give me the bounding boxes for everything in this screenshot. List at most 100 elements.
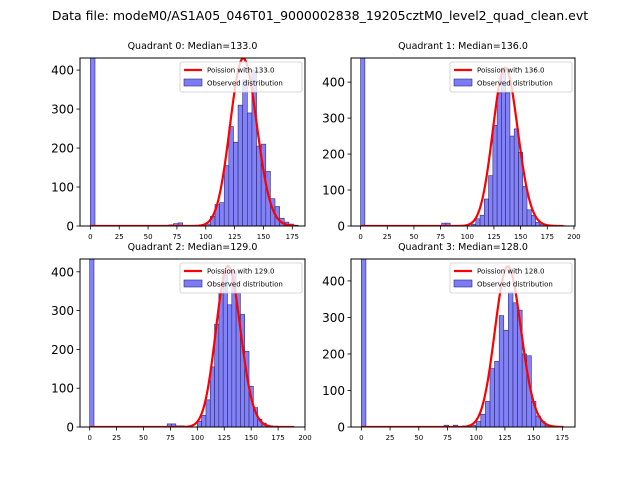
x-tick-label: 0 — [358, 233, 362, 241]
x-tick-label: 100 — [191, 434, 204, 442]
x-tick-label: 50 — [414, 434, 423, 442]
x-tick-label: 75 — [166, 434, 175, 442]
histogram-bar — [499, 316, 504, 427]
x-tick-label: 200 — [298, 434, 311, 442]
subplot-title: Quadrant 3: Median=128.0 — [398, 242, 528, 253]
y-tick-label: 300 — [322, 112, 345, 126]
histogram-bar — [485, 401, 490, 427]
histogram-bar — [484, 199, 488, 226]
x-tick-label: 175 — [286, 233, 299, 241]
x-tick-label: 175 — [541, 233, 554, 241]
histogram-bar — [523, 186, 527, 226]
y-tick-label: 400 — [322, 274, 345, 288]
x-tick-label: 75 — [172, 233, 181, 241]
x-tick-label: 0 — [88, 233, 92, 241]
legend-line-label: Poission with 128.0 — [477, 268, 545, 276]
y-tick-label: 0 — [66, 421, 74, 435]
legend-line-label: Poission with 136.0 — [477, 67, 545, 75]
histogram-bar — [481, 414, 486, 427]
x-tick-label: 25 — [115, 233, 124, 241]
y-tick-label: 300 — [51, 103, 74, 117]
histogram-bar — [508, 292, 513, 427]
histogram-bar — [223, 272, 227, 427]
x-tick-label: 0 — [87, 434, 91, 442]
x-tick-label: 0 — [359, 434, 363, 442]
histogram-bar — [361, 259, 366, 427]
subplot-title: Quadrant 1: Median=136.0 — [398, 41, 528, 52]
subplot-title: Quadrant 2: Median=129.0 — [128, 242, 258, 253]
legend-bar-swatch — [184, 280, 202, 287]
x-tick-label: 75 — [436, 233, 445, 241]
x-tick-label: 125 — [228, 233, 241, 241]
x-tick-label: 25 — [386, 434, 395, 442]
legend-bar-label: Observed distribution — [477, 281, 553, 289]
histogram-bar — [480, 215, 484, 226]
y-tick-label: 300 — [322, 311, 345, 325]
y-tick-label: 200 — [322, 148, 345, 162]
x-tick-label: 50 — [409, 233, 418, 241]
y-tick-label: 400 — [51, 265, 74, 279]
y-tick-label: 0 — [337, 421, 345, 435]
x-tick-label: 200 — [567, 233, 580, 241]
histogram-bar — [361, 58, 365, 226]
histogram-bar — [489, 176, 493, 226]
histogram-bar — [243, 80, 248, 226]
histogram-bar — [90, 259, 94, 427]
histogram-bar — [527, 210, 531, 226]
histogram-bar — [227, 305, 231, 427]
y-tick-label: 100 — [322, 184, 345, 198]
legend-bar-swatch — [184, 79, 202, 86]
histogram-bar — [514, 129, 518, 226]
legend: Poission with 136.0 Observed distribution — [450, 62, 572, 92]
y-tick-label: 0 — [337, 220, 345, 234]
histogram-bar — [90, 58, 95, 226]
legend-bar-swatch — [454, 79, 472, 86]
x-tick-label: 100 — [199, 233, 212, 241]
histogram-bar — [510, 136, 514, 226]
x-tick-label: 175 — [271, 434, 284, 442]
histogram-bar — [493, 125, 497, 226]
x-tick-label: 100 — [461, 233, 474, 241]
x-tick-label: 150 — [514, 233, 527, 241]
figure-title: Data file: modeM0/AS1A05_046T01_90000028… — [52, 8, 588, 23]
y-tick-label: 400 — [322, 76, 345, 90]
histogram-bar — [238, 105, 243, 226]
y-tick-label: 200 — [51, 343, 74, 357]
y-tick-label: 200 — [51, 142, 74, 156]
histogram-bar — [233, 142, 238, 226]
histogram-bar — [202, 415, 206, 427]
histogram-bar — [229, 127, 234, 226]
y-tick-label: 100 — [51, 181, 74, 195]
y-tick-label: 100 — [51, 382, 74, 396]
x-tick-label: 100 — [470, 434, 483, 442]
legend-bar-swatch — [454, 280, 472, 287]
subplot-title: Quadrant 0: Median=133.0 — [128, 41, 258, 52]
histogram-bar — [206, 400, 210, 427]
y-tick-label: 100 — [322, 384, 345, 398]
legend: Poission with 129.0 Observed distribution — [180, 263, 302, 293]
histogram-bar — [476, 219, 480, 226]
legend-bar-label: Observed distribution — [207, 281, 283, 289]
x-tick-label: 25 — [383, 233, 392, 241]
legend-line-label: Poission with 129.0 — [207, 268, 275, 276]
histogram-bar — [490, 369, 495, 427]
x-tick-label: 75 — [443, 434, 452, 442]
x-tick-label: 150 — [257, 233, 270, 241]
histogram-bar — [247, 113, 252, 226]
x-tick-label: 150 — [527, 434, 540, 442]
histogram-bar — [476, 422, 481, 427]
x-tick-label: 175 — [556, 434, 569, 442]
legend-line-label: Poission with 133.0 — [207, 67, 275, 75]
y-tick-label: 0 — [66, 220, 74, 234]
legend-bar-label: Observed distribution — [477, 80, 553, 88]
y-tick-label: 200 — [322, 347, 345, 361]
x-tick-label: 125 — [487, 233, 500, 241]
histogram-bar — [220, 203, 225, 226]
x-tick-label: 50 — [139, 434, 148, 442]
histogram-bar — [224, 166, 229, 226]
histogram-bar — [506, 93, 510, 226]
y-tick-label: 400 — [51, 64, 74, 78]
x-tick-label: 50 — [144, 233, 153, 241]
